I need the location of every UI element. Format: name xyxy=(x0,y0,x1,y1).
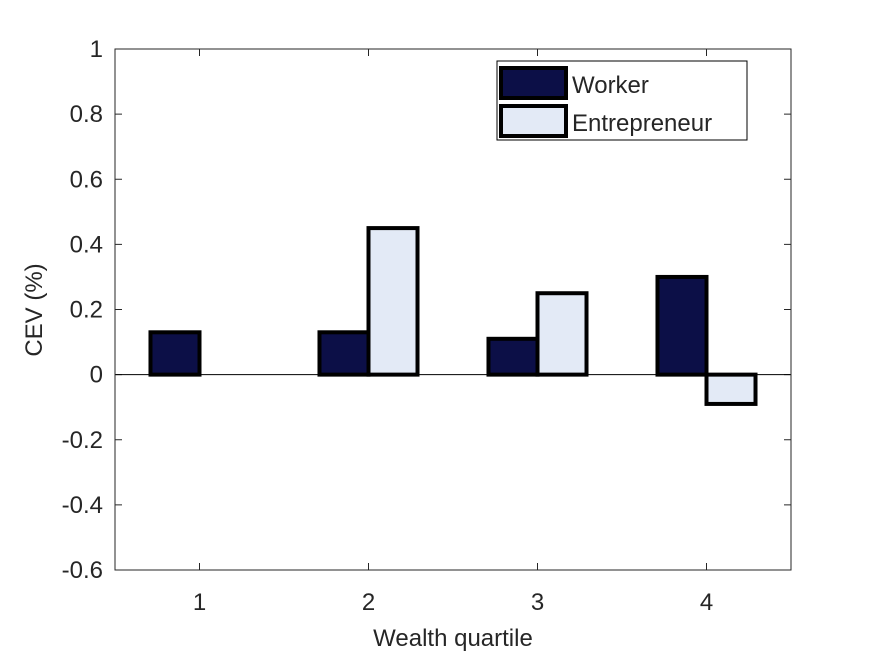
bar-worker-q3 xyxy=(486,336,540,377)
bar-worker-q2 xyxy=(317,330,371,377)
y-axis-label: CEV (%) xyxy=(21,263,48,356)
y-tick-label: -0.2 xyxy=(62,427,103,454)
legend-label-worker: Worker xyxy=(572,72,649,99)
y-tick-label: 0.4 xyxy=(70,231,103,258)
x-tick-label: 4 xyxy=(700,589,713,616)
y-tick-label: 0 xyxy=(90,362,103,389)
x-tick-label: 3 xyxy=(531,589,544,616)
y-tick-label: 1 xyxy=(90,36,103,63)
y-tick-label: -0.4 xyxy=(62,492,103,519)
bar-entrepreneur-q2 xyxy=(366,226,420,377)
plot-frame xyxy=(114,48,792,571)
legend-swatch-worker xyxy=(499,66,568,100)
bar-entrepreneur-q4 xyxy=(704,372,758,406)
legend-label-entrepreneur: Entrepreneur xyxy=(572,110,712,137)
legend-swatch-entrepreneur xyxy=(499,104,568,138)
y-tick-label: 0.8 xyxy=(70,101,103,128)
y-tick-label: -0.6 xyxy=(62,557,103,584)
y-tick-label: 0.2 xyxy=(70,297,103,324)
x-tick-label: 2 xyxy=(362,589,375,616)
y-tick-label: 0.6 xyxy=(70,166,103,193)
x-tick-label: 1 xyxy=(193,589,206,616)
legend: Worker Entrepreneur xyxy=(496,60,748,141)
bar-entrepreneur-q3 xyxy=(535,291,589,377)
x-axis-label: Wealth quartile xyxy=(373,625,533,652)
bar-worker-q1 xyxy=(148,330,202,377)
bar-worker-q4 xyxy=(655,274,709,377)
